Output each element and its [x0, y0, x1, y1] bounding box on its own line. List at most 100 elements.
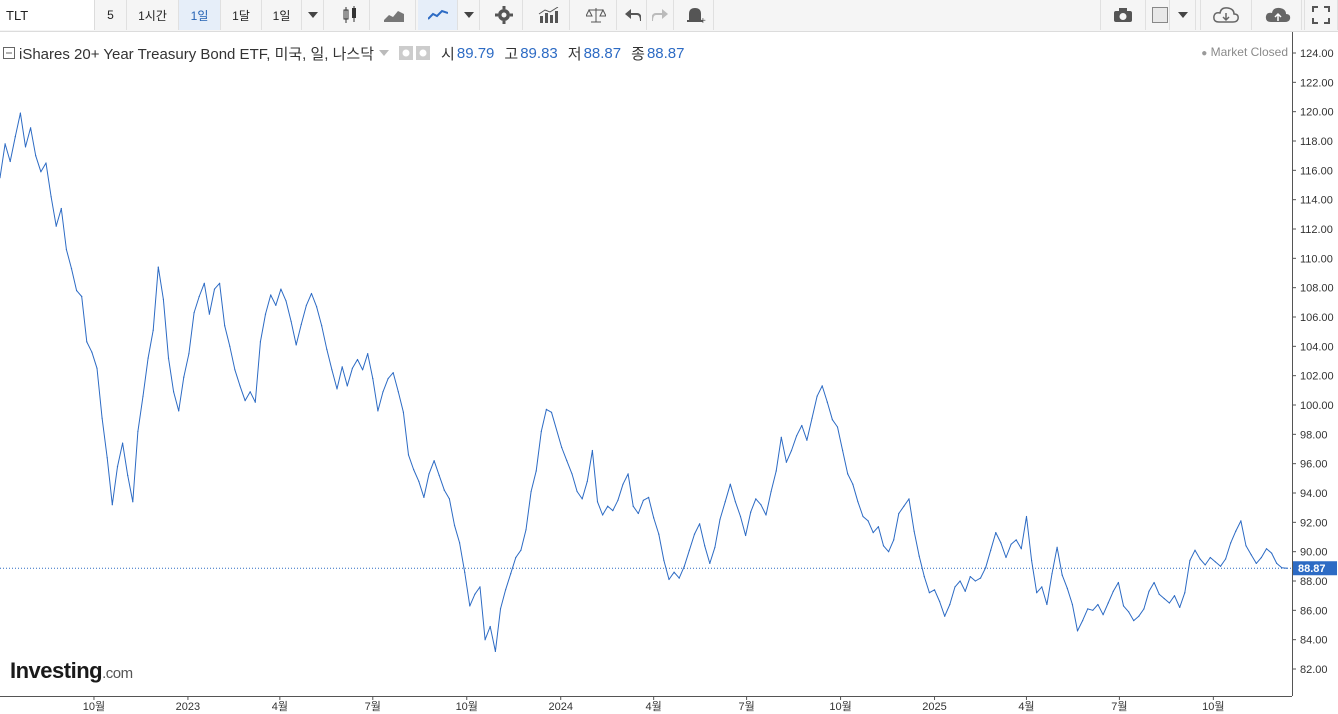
price-point: [372, 378, 374, 380]
symbol-input[interactable]: TLT: [0, 0, 95, 30]
price-point: [520, 549, 522, 551]
price-point: [270, 294, 272, 296]
interval-select-button[interactable]: 1일: [262, 0, 302, 30]
market-status-text: Market Closed: [1210, 45, 1288, 59]
price-point: [882, 545, 885, 547]
y-tick-label: 92.00: [1300, 517, 1328, 529]
price-point: [913, 530, 915, 532]
price-point: [627, 473, 629, 475]
price-point: [239, 385, 241, 387]
price-point: [433, 460, 435, 462]
compare-scale-icon[interactable]: [575, 0, 617, 30]
price-point: [1138, 615, 1140, 617]
area-chart-icon[interactable]: [372, 0, 416, 30]
price-point: [801, 424, 803, 427]
chart-type-dropdown-icon[interactable]: [458, 0, 480, 30]
price-point: [939, 600, 941, 603]
price-point: [1265, 548, 1268, 550]
y-tick-label: 96.00: [1300, 459, 1328, 471]
price-point: [96, 367, 98, 369]
price-point: [780, 436, 782, 438]
price-point: [1194, 549, 1196, 551]
redo-icon[interactable]: [647, 0, 674, 30]
price-point: [1189, 559, 1191, 562]
gear-icon[interactable]: [485, 0, 523, 30]
price-point: [836, 426, 839, 428]
camera-icon[interactable]: [1100, 0, 1146, 30]
price-point: [443, 489, 445, 491]
price-point: [484, 639, 486, 641]
price-point: [116, 466, 119, 468]
price-point: [142, 395, 144, 397]
price-point: [326, 348, 328, 350]
price-point: [1133, 620, 1135, 622]
price-point: [137, 430, 139, 432]
price-point: [1199, 558, 1201, 560]
line-chart-icon[interactable]: [418, 0, 458, 30]
price-point: [1066, 587, 1068, 589]
price-point: [1219, 565, 1222, 567]
price-point: [178, 410, 180, 412]
interval-1h-button[interactable]: 1시간: [127, 0, 179, 30]
price-chart[interactable]: 82.00 84.00 86.00 88.00 90.00 92.00 94.00 96.00…: [0, 32, 1338, 714]
price-point: [775, 470, 777, 472]
price-point: [1122, 605, 1125, 607]
series-settings-icon[interactable]: [399, 46, 431, 60]
price-point: [469, 605, 471, 607]
price-point: [596, 501, 599, 503]
interval-1d-button[interactable]: 1일: [179, 0, 221, 30]
price-point: [193, 312, 195, 314]
price-point: [693, 533, 696, 535]
cloud-download-icon[interactable]: [1200, 0, 1252, 30]
price-point: [1025, 515, 1028, 518]
price-point: [106, 457, 108, 459]
price-point: [1087, 608, 1089, 610]
alert-bell-icon[interactable]: +: [678, 0, 714, 30]
y-tick-label: 98.00: [1300, 429, 1328, 441]
title-dropdown-icon[interactable]: [379, 50, 390, 56]
price-point: [152, 329, 154, 331]
y-tick-label: 120.00: [1300, 107, 1334, 119]
price-point: [678, 577, 680, 579]
interval-dropdown-icon[interactable]: [302, 0, 324, 30]
price-point: [683, 565, 685, 567]
price-point: [688, 549, 691, 551]
interval-5-button[interactable]: 5: [95, 0, 127, 30]
fullscreen-icon[interactable]: [1304, 0, 1338, 30]
price-point: [535, 470, 537, 472]
price-point: [515, 556, 517, 559]
price-point: [423, 496, 425, 498]
price-point: [264, 313, 267, 315]
price-point: [1163, 598, 1165, 600]
instrument-title: iShares 20+ Year Treasury Bond ETF, 미국, …: [19, 45, 375, 63]
y-tick-label: 88.00: [1300, 576, 1328, 588]
logo-main: Investing: [10, 658, 103, 683]
price-point: [1036, 592, 1038, 594]
open-label: 시: [441, 45, 455, 63]
color-dropdown-icon[interactable]: [1170, 0, 1196, 30]
price-point: [1046, 603, 1048, 606]
price-point: [188, 353, 190, 355]
price-point: [566, 460, 568, 462]
collapse-legend-icon[interactable]: [3, 47, 15, 59]
price-point: [933, 589, 936, 591]
cloud-upload-icon[interactable]: [1254, 0, 1302, 30]
indicators-icon[interactable]: [528, 0, 570, 30]
interval-1m-button[interactable]: 1달: [221, 0, 262, 30]
undo-icon[interactable]: [620, 0, 647, 30]
candlestick-icon[interactable]: [330, 0, 370, 30]
price-point: [494, 650, 496, 653]
low-label: 저: [567, 45, 582, 63]
price-point: [418, 480, 420, 482]
price-point: [1092, 609, 1094, 611]
price-point: [1184, 592, 1186, 594]
y-tick-label: 94.00: [1300, 488, 1328, 500]
price-point: [489, 625, 491, 628]
price-point: [40, 171, 42, 173]
price-point: [862, 515, 864, 518]
color-swatch-icon[interactable]: [1150, 0, 1170, 30]
price-point: [760, 504, 762, 506]
price-point: [750, 511, 752, 513]
price-point: [765, 514, 767, 516]
price-point: [346, 385, 348, 387]
